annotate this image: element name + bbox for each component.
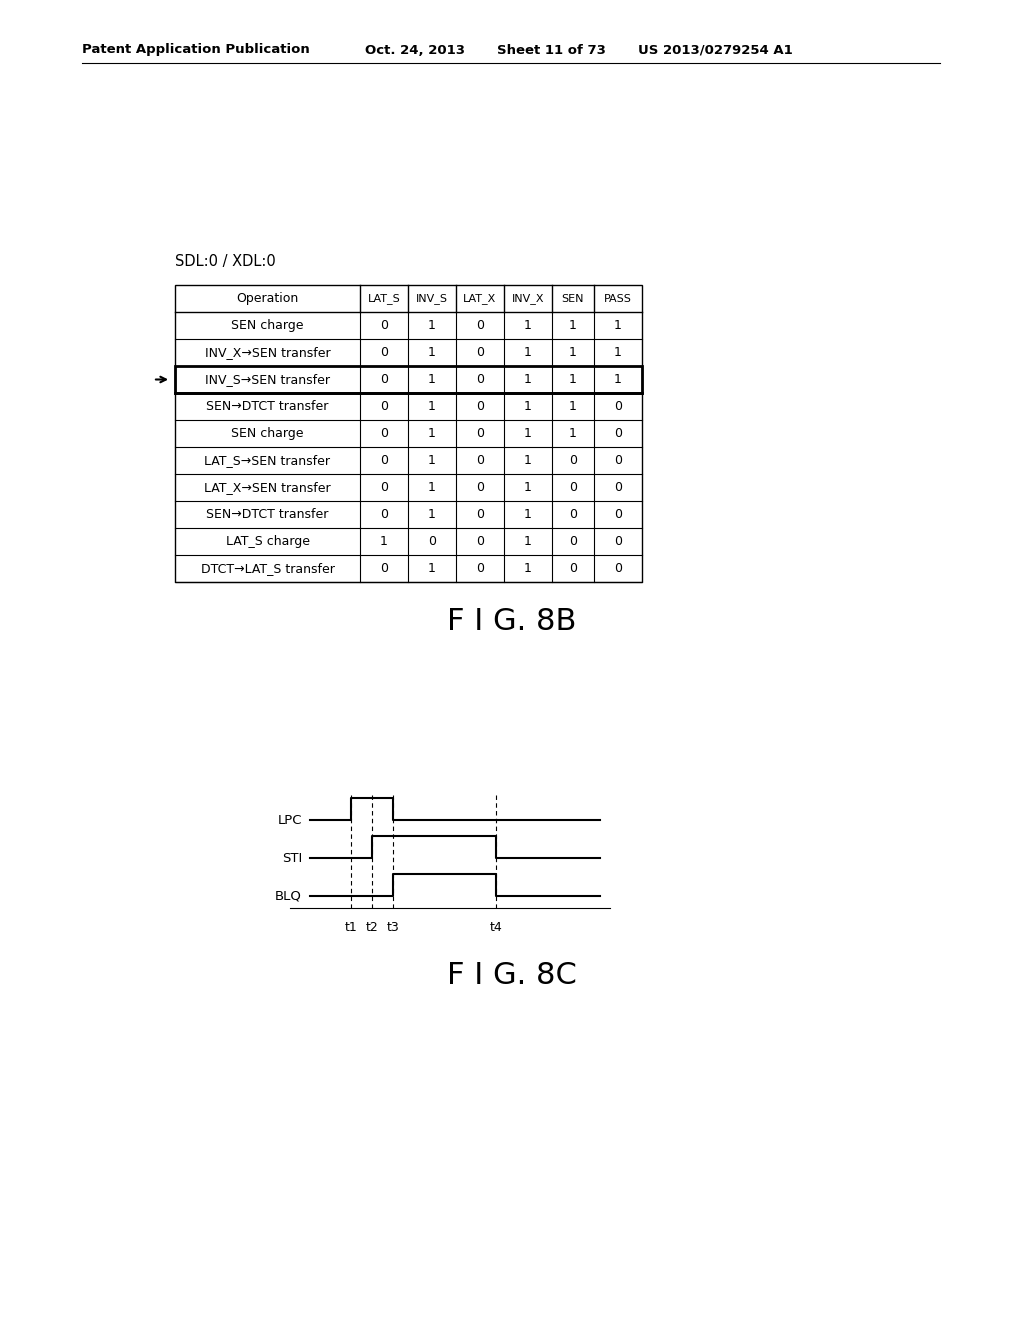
Text: PASS: PASS — [604, 293, 632, 304]
Text: 0: 0 — [380, 508, 388, 521]
Text: 0: 0 — [569, 535, 577, 548]
Text: t2: t2 — [366, 921, 379, 935]
Text: 1: 1 — [524, 426, 531, 440]
Text: 0: 0 — [476, 400, 484, 413]
Text: 0: 0 — [380, 454, 388, 467]
Text: 0: 0 — [614, 562, 622, 576]
Text: SEN→DTCT transfer: SEN→DTCT transfer — [206, 400, 329, 413]
Text: Sheet 11 of 73: Sheet 11 of 73 — [497, 44, 606, 57]
Text: 0: 0 — [476, 346, 484, 359]
Text: 0: 0 — [380, 480, 388, 494]
Text: 0: 0 — [476, 426, 484, 440]
Text: 1: 1 — [380, 535, 388, 548]
Text: 1: 1 — [524, 400, 531, 413]
Text: 0: 0 — [380, 426, 388, 440]
Text: US 2013/0279254 A1: US 2013/0279254 A1 — [638, 44, 793, 57]
Text: 0: 0 — [476, 319, 484, 333]
Text: 0: 0 — [569, 454, 577, 467]
Text: SEN charge: SEN charge — [231, 319, 304, 333]
Text: Patent Application Publication: Patent Application Publication — [82, 44, 309, 57]
Text: LAT_X: LAT_X — [464, 293, 497, 304]
Text: t3: t3 — [386, 921, 399, 935]
Text: 1: 1 — [524, 319, 531, 333]
Text: 1: 1 — [428, 508, 436, 521]
Text: 1: 1 — [569, 400, 577, 413]
Text: 0: 0 — [476, 374, 484, 385]
Text: 1: 1 — [569, 426, 577, 440]
Text: Operation: Operation — [237, 292, 299, 305]
Text: LPC: LPC — [278, 813, 302, 826]
Bar — [175, 285, 642, 582]
Text: 1: 1 — [428, 480, 436, 494]
Text: t4: t4 — [490, 921, 503, 935]
Text: 0: 0 — [569, 562, 577, 576]
Text: F I G. 8B: F I G. 8B — [447, 607, 577, 636]
Text: Oct. 24, 2013: Oct. 24, 2013 — [365, 44, 465, 57]
Text: 0: 0 — [380, 319, 388, 333]
Text: 1: 1 — [428, 319, 436, 333]
Text: 1: 1 — [428, 400, 436, 413]
Text: LAT_S→SEN transfer: LAT_S→SEN transfer — [205, 454, 331, 467]
Text: 1: 1 — [428, 454, 436, 467]
Text: F I G. 8C: F I G. 8C — [447, 961, 577, 990]
Text: 1: 1 — [428, 346, 436, 359]
Text: 0: 0 — [476, 535, 484, 548]
Text: STI: STI — [282, 851, 302, 865]
Text: 1: 1 — [524, 454, 531, 467]
Text: 0: 0 — [476, 480, 484, 494]
Text: 1: 1 — [569, 319, 577, 333]
Text: LAT_S: LAT_S — [368, 293, 400, 304]
Text: 0: 0 — [476, 562, 484, 576]
Text: t1: t1 — [345, 921, 357, 935]
Text: 1: 1 — [524, 535, 531, 548]
Text: 1: 1 — [428, 426, 436, 440]
Text: INV_X→SEN transfer: INV_X→SEN transfer — [205, 346, 331, 359]
Text: SEN: SEN — [562, 293, 585, 304]
Text: 0: 0 — [380, 562, 388, 576]
Text: 0: 0 — [614, 400, 622, 413]
Text: 1: 1 — [428, 562, 436, 576]
Text: INV_X: INV_X — [512, 293, 544, 304]
Text: LAT_S charge: LAT_S charge — [225, 535, 309, 548]
Text: 1: 1 — [524, 562, 531, 576]
Text: 1: 1 — [524, 374, 531, 385]
Bar — [175, 366, 642, 393]
Text: SEN→DTCT transfer: SEN→DTCT transfer — [206, 508, 329, 521]
Text: 0: 0 — [380, 400, 388, 413]
Text: INV_S: INV_S — [416, 293, 449, 304]
Text: 1: 1 — [614, 319, 622, 333]
Text: 1: 1 — [569, 346, 577, 359]
Text: SDL:0 / XDL:0: SDL:0 / XDL:0 — [175, 253, 275, 269]
Text: 1: 1 — [569, 374, 577, 385]
Text: 0: 0 — [476, 454, 484, 467]
Text: 1: 1 — [524, 508, 531, 521]
Text: 0: 0 — [614, 508, 622, 521]
Text: DTCT→LAT_S transfer: DTCT→LAT_S transfer — [201, 562, 335, 576]
Text: 0: 0 — [380, 346, 388, 359]
Text: 0: 0 — [476, 508, 484, 521]
Text: BLQ: BLQ — [275, 890, 302, 903]
Text: SEN charge: SEN charge — [231, 426, 304, 440]
Text: 1: 1 — [614, 346, 622, 359]
Text: 0: 0 — [380, 374, 388, 385]
Text: 1: 1 — [524, 346, 531, 359]
Text: 0: 0 — [614, 426, 622, 440]
Text: 1: 1 — [614, 374, 622, 385]
Text: 0: 0 — [614, 535, 622, 548]
Text: 0: 0 — [569, 508, 577, 521]
Text: 0: 0 — [614, 454, 622, 467]
Text: LAT_X→SEN transfer: LAT_X→SEN transfer — [204, 480, 331, 494]
Text: 1: 1 — [428, 374, 436, 385]
Text: INV_S→SEN transfer: INV_S→SEN transfer — [205, 374, 330, 385]
Text: 1: 1 — [524, 480, 531, 494]
Text: 0: 0 — [569, 480, 577, 494]
Text: 0: 0 — [428, 535, 436, 548]
Text: 0: 0 — [614, 480, 622, 494]
